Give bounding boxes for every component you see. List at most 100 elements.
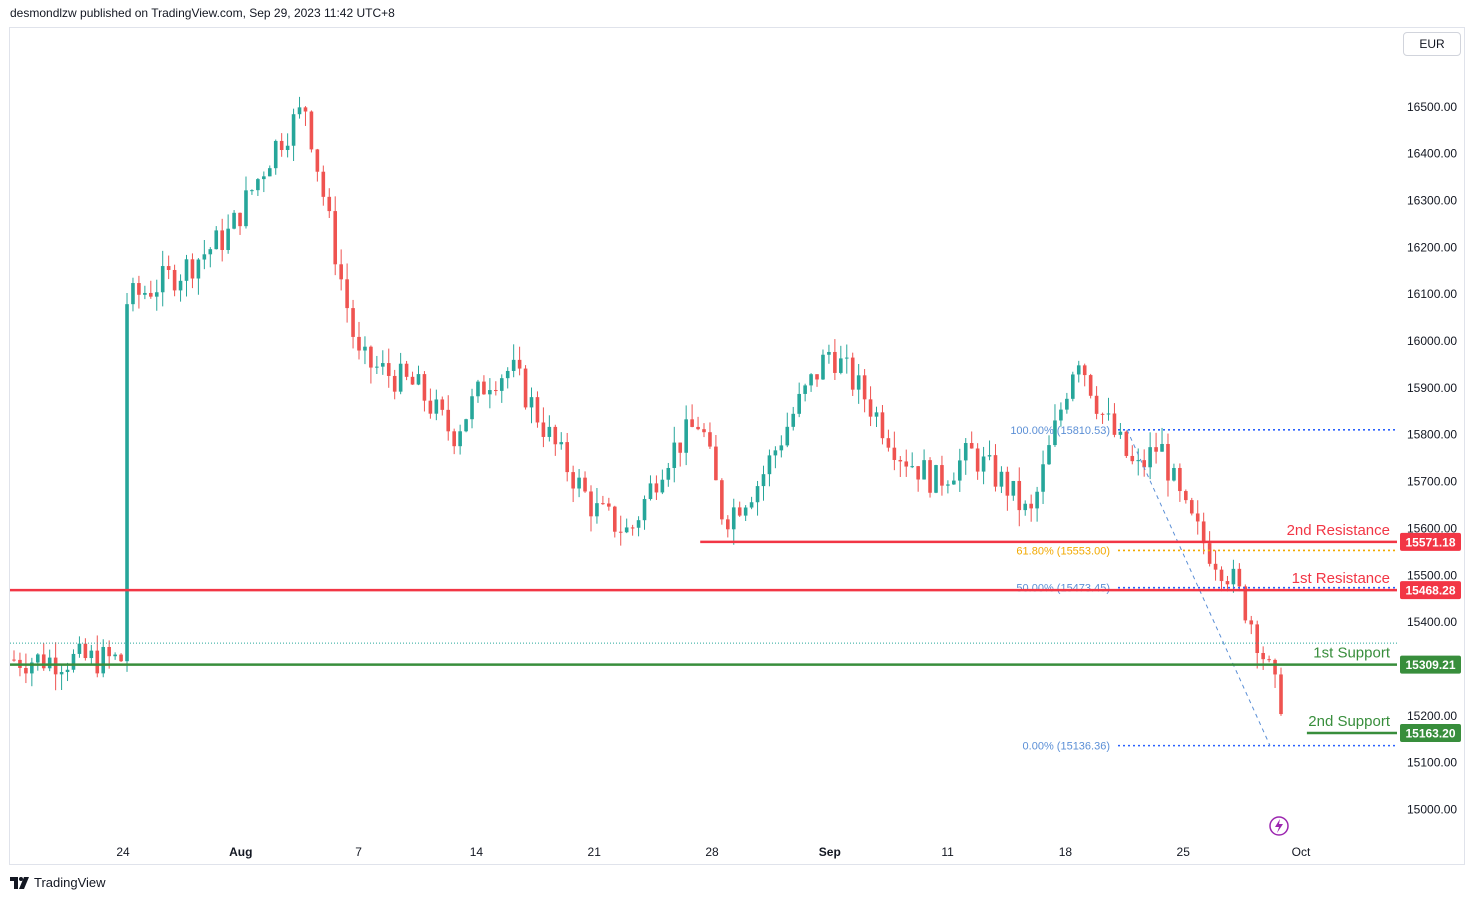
price-tag bbox=[1400, 724, 1461, 743]
candle-body bbox=[856, 375, 861, 390]
candle-body bbox=[1023, 503, 1028, 511]
y-tick-label: 15800.00 bbox=[1407, 428, 1457, 442]
candle-body bbox=[618, 531, 623, 533]
x-tick-label: 18 bbox=[1059, 845, 1073, 859]
x-tick-label: 25 bbox=[1177, 845, 1191, 859]
candle-body bbox=[172, 269, 177, 291]
candle-body bbox=[267, 168, 272, 177]
candle-body bbox=[547, 426, 552, 437]
candle-body bbox=[737, 507, 742, 516]
candle-body bbox=[1142, 460, 1146, 468]
candle-body bbox=[291, 114, 296, 146]
candle-body bbox=[612, 506, 617, 532]
fibonacci-retracement[interactable]: 100.00% (15810.53) 61.80% (15553.00) 50.00… bbox=[1010, 425, 1397, 753]
candle-body bbox=[1029, 503, 1033, 509]
fib-trend-line bbox=[1126, 429, 1271, 746]
candle-body bbox=[934, 465, 938, 493]
candle-body bbox=[89, 650, 94, 659]
x-tick-label: 7 bbox=[355, 845, 362, 859]
candle-body bbox=[499, 378, 504, 391]
candle-body bbox=[648, 483, 653, 500]
candle-body bbox=[952, 480, 956, 485]
candle-body bbox=[666, 467, 671, 480]
candle-body bbox=[1189, 500, 1194, 514]
candle-body bbox=[35, 654, 40, 663]
candle-body bbox=[702, 429, 706, 433]
candle-body bbox=[77, 643, 82, 654]
candle-body bbox=[815, 374, 819, 380]
candle-body bbox=[1261, 652, 1265, 660]
candle-body bbox=[154, 292, 159, 297]
candle-body bbox=[696, 426, 700, 430]
x-tick-label: 28 bbox=[705, 845, 719, 859]
candle-body bbox=[672, 442, 677, 468]
candle-body bbox=[1053, 420, 1057, 446]
y-tick-label: 15100.00 bbox=[1407, 756, 1457, 770]
candle-body bbox=[797, 393, 801, 414]
candle-body bbox=[1118, 431, 1123, 435]
candle-body bbox=[767, 455, 772, 475]
candle-body bbox=[12, 659, 16, 661]
candle-body bbox=[1201, 521, 1206, 544]
candle-body bbox=[755, 486, 760, 503]
candle-body bbox=[410, 376, 415, 385]
fib-level-label: 100.00% (15810.53) bbox=[1010, 425, 1110, 437]
candle-body bbox=[607, 503, 611, 507]
candle-body bbox=[351, 308, 355, 337]
key-levels[interactable]: 2nd Resistance 15571.18 1st Resistance 1546… bbox=[10, 522, 1461, 743]
candle-body bbox=[321, 171, 326, 197]
x-axis: 24 Aug 7 14 21 28 Sep 11 18 25 Oct bbox=[116, 845, 1311, 859]
candle-body bbox=[987, 455, 992, 457]
candle-body bbox=[1154, 447, 1158, 452]
candle-body bbox=[1148, 447, 1152, 468]
candle-body bbox=[1279, 674, 1283, 715]
candle-body bbox=[708, 432, 712, 447]
candle-body bbox=[517, 359, 522, 369]
candle-body bbox=[30, 662, 34, 674]
candle-body bbox=[1136, 460, 1141, 462]
candle-body bbox=[1011, 480, 1016, 496]
candle-body bbox=[749, 502, 754, 508]
candle-body bbox=[844, 357, 849, 359]
candle-body bbox=[1219, 569, 1224, 582]
lightning-icon-group[interactable] bbox=[1269, 816, 1289, 836]
candle-body bbox=[1249, 620, 1254, 625]
candle-body bbox=[488, 390, 492, 395]
price-tag-value: 15571.18 bbox=[1405, 535, 1455, 549]
candle-body bbox=[803, 385, 807, 394]
tradingview-logo[interactable]: TradingView bbox=[10, 875, 106, 890]
candle-body bbox=[95, 650, 100, 674]
candle-body bbox=[131, 283, 135, 305]
chart-frame bbox=[9, 27, 1465, 865]
candle-body bbox=[220, 230, 224, 251]
candle-body bbox=[523, 368, 528, 408]
candle-body bbox=[1047, 445, 1051, 465]
candle-body bbox=[862, 375, 867, 400]
candle-body bbox=[1059, 409, 1063, 421]
candle-body bbox=[886, 438, 891, 448]
candle-body bbox=[476, 381, 480, 397]
candle-body bbox=[392, 375, 397, 392]
price-tag-value: 15309.21 bbox=[1405, 658, 1455, 672]
candle-body bbox=[446, 409, 451, 432]
y-tick-label: 15700.00 bbox=[1407, 475, 1457, 489]
candle-body bbox=[1207, 543, 1212, 564]
fib-level-label: 61.80% (15553.00) bbox=[1016, 545, 1110, 557]
price-tag-value: 15468.28 bbox=[1405, 584, 1455, 598]
currency-button[interactable]: EUR bbox=[1403, 32, 1461, 56]
candle-body bbox=[963, 443, 968, 461]
candle-body bbox=[583, 477, 587, 492]
candle-body bbox=[244, 190, 248, 227]
candle-body bbox=[470, 396, 474, 420]
support-label: 2nd Support bbox=[1308, 713, 1391, 730]
candle-body bbox=[904, 461, 909, 467]
candle-body bbox=[369, 346, 373, 368]
x-tick-label: Aug bbox=[229, 845, 252, 859]
y-axis: 15000.0015100.0015200.0015300.0015400.00… bbox=[1407, 100, 1457, 817]
candle-body bbox=[1225, 581, 1230, 585]
candle-body bbox=[1082, 365, 1087, 376]
x-tick-label: Oct bbox=[1292, 845, 1311, 859]
x-tick-label: 11 bbox=[941, 845, 954, 859]
candle-body bbox=[975, 448, 980, 472]
